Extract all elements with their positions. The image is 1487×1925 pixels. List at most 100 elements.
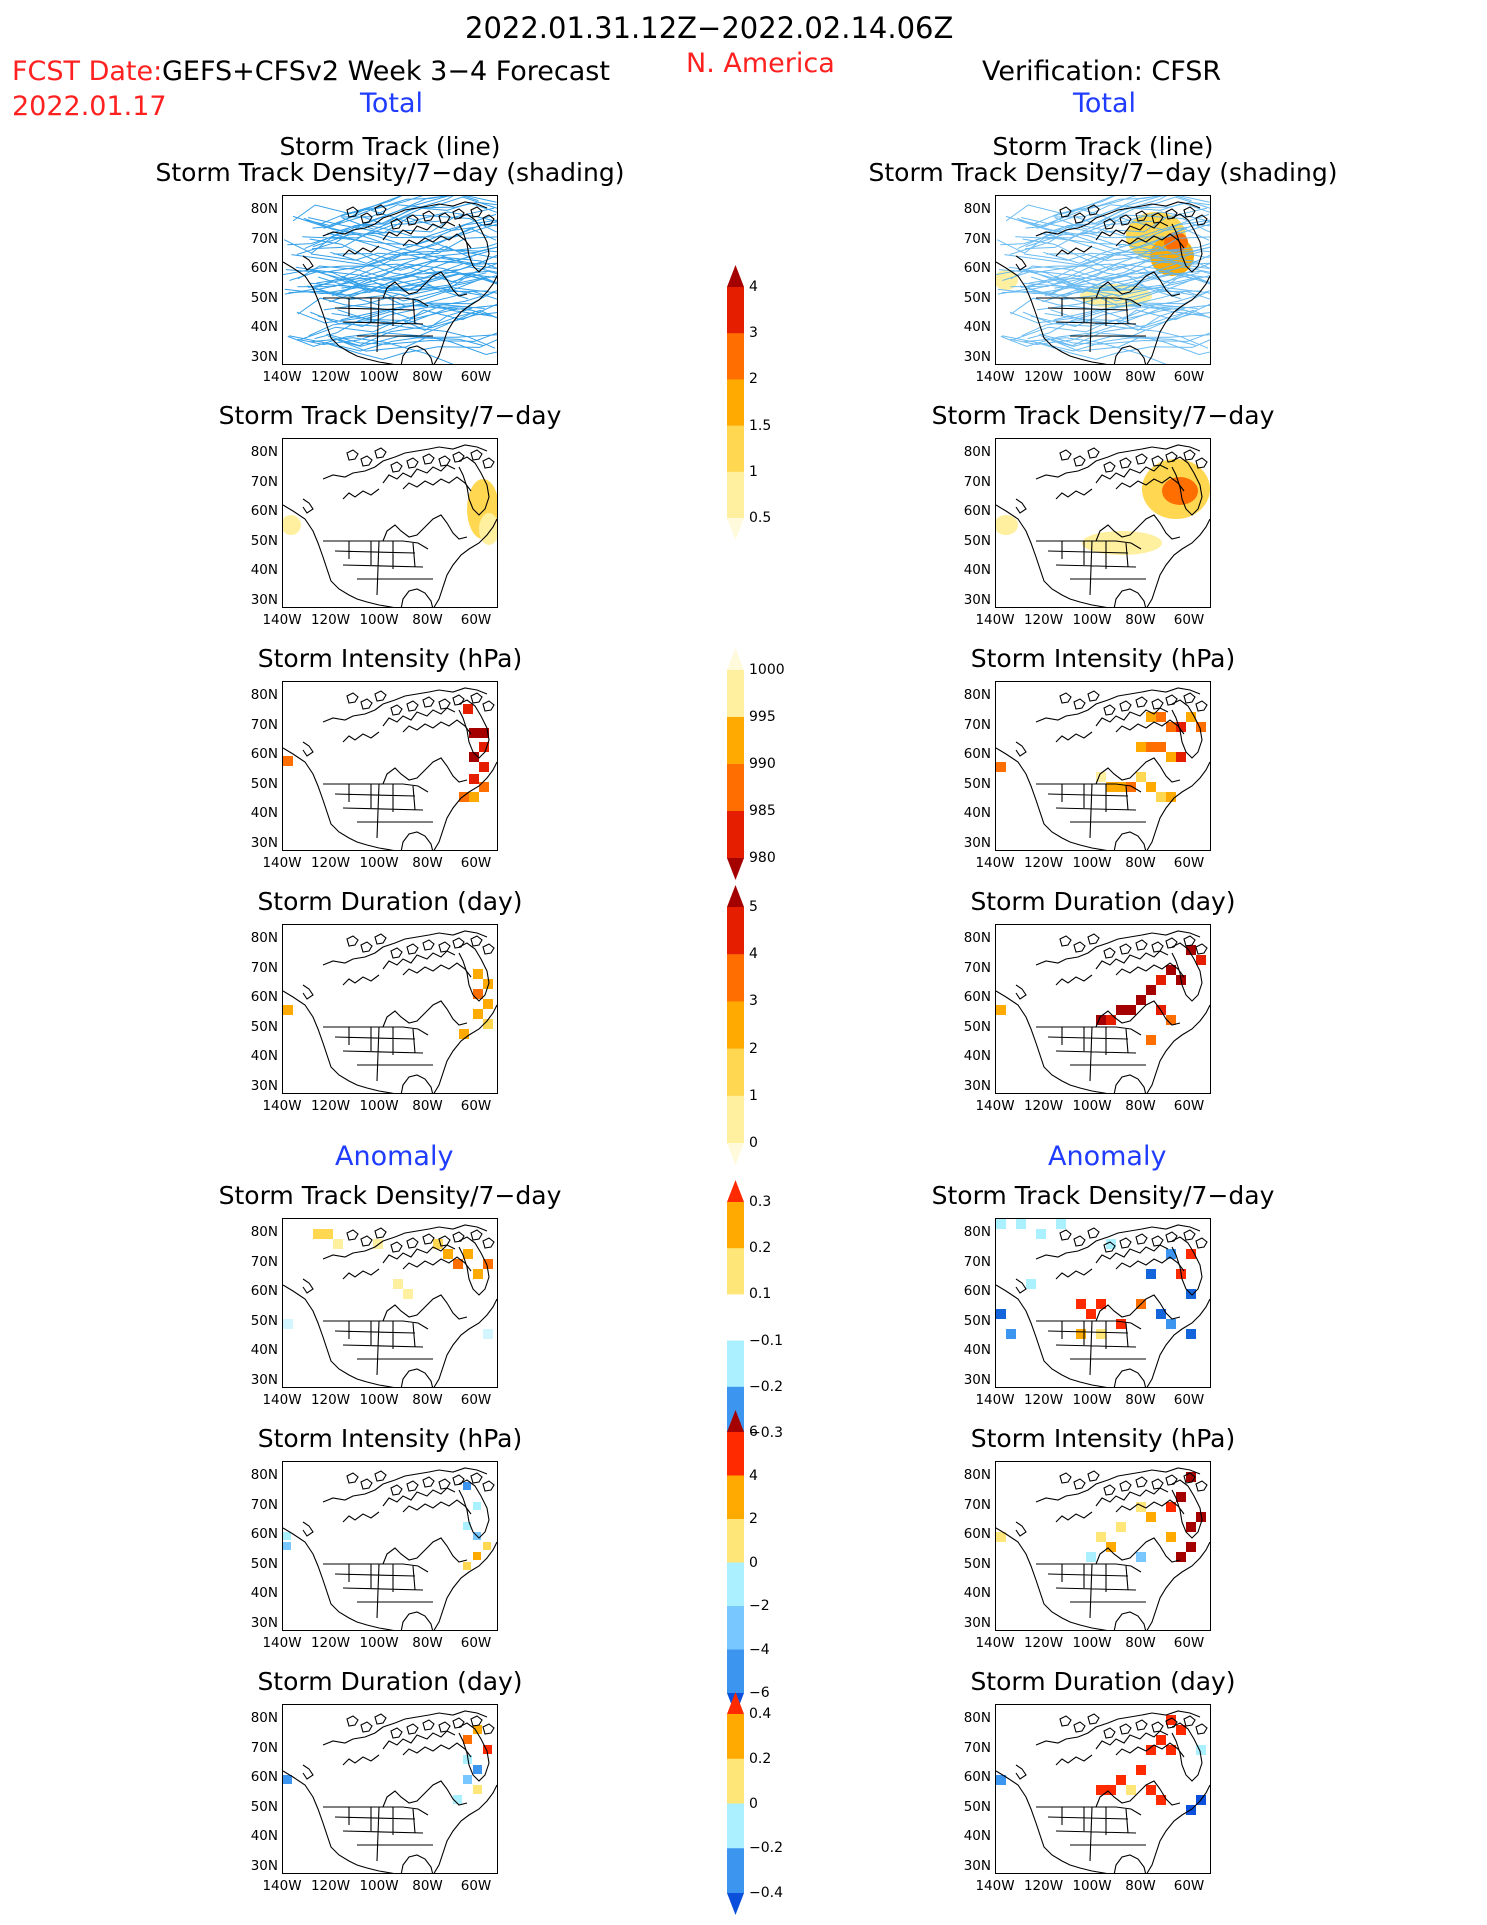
lat-tick-label: 70N xyxy=(963,1496,991,1513)
lon-tick-label: 60W xyxy=(460,612,492,628)
lat-tick-label: 80N xyxy=(250,930,278,946)
lat-tick-label: 80N xyxy=(963,444,991,460)
lon-tick-label: 140W xyxy=(262,612,302,628)
lat-tick-label: 70N xyxy=(963,230,991,247)
lat-tick-label: 50N xyxy=(963,289,991,306)
colorbar-tick-label: −0.1 xyxy=(749,1332,783,1349)
lon-tick-label: 140W xyxy=(262,1635,302,1651)
lat-tick-label: 40N xyxy=(963,805,991,821)
colorbar-tick-label: 0.5 xyxy=(749,510,772,526)
colorbar-tick-label: 0.3 xyxy=(749,1194,772,1210)
panel-title: Storm Duration (day) xyxy=(970,1667,1236,1696)
lon-tick-label: 60W xyxy=(1173,369,1205,385)
colorbar-tick-label: 0 xyxy=(749,1554,758,1571)
lon-tick-label: 140W xyxy=(262,369,302,385)
lat-tick-label: 80N xyxy=(963,687,991,703)
lon-tick-label: 60W xyxy=(460,1635,492,1651)
panel-title: Storm Track Density/7−day xyxy=(931,401,1275,430)
lon-tick-label: 140W xyxy=(975,855,1015,871)
colorbar-tick-label: 0 xyxy=(749,1135,758,1151)
lat-tick-label: 50N xyxy=(963,1312,991,1329)
lat-tick-label: 80N xyxy=(963,1224,991,1240)
colorbar-tick-label: 2 xyxy=(749,1511,758,1527)
lon-tick-label: 140W xyxy=(975,612,1015,628)
lat-tick-label: 40N xyxy=(963,1828,991,1844)
colorbar-tick-label: −0.3 xyxy=(749,1425,783,1441)
lon-tick-label: 100W xyxy=(359,369,399,385)
verification-label: Verification: CFSR xyxy=(982,56,1222,87)
colorbar-tick-label: 0.4 xyxy=(749,1706,772,1722)
lat-tick-label: 70N xyxy=(250,959,278,976)
panel-title: Storm Track Density/7−day xyxy=(218,401,562,430)
lon-tick-label: 120W xyxy=(310,612,351,628)
map-canvas xyxy=(996,1467,1210,1630)
map-canvas xyxy=(283,1467,497,1630)
lon-tick-label: 60W xyxy=(460,1098,492,1114)
map-frame xyxy=(995,1218,1211,1388)
lat-tick-label: 30N xyxy=(250,834,278,851)
lon-tick-label: 120W xyxy=(1023,369,1064,385)
panel-title: Storm Duration (day) xyxy=(257,887,523,916)
map-canvas xyxy=(283,930,497,1093)
lat-tick-label: 40N xyxy=(963,319,991,335)
lon-tick-label: 100W xyxy=(1072,1392,1112,1408)
lat-tick-label: 30N xyxy=(250,348,278,365)
lon-tick-label: 120W xyxy=(310,1098,351,1114)
section-total-left: Total xyxy=(360,88,424,119)
lat-tick-label: 50N xyxy=(250,1018,278,1035)
lon-tick-label: 80W xyxy=(412,369,443,385)
lat-tick-label: 70N xyxy=(250,716,278,733)
lon-tick-label: 80W xyxy=(1125,1392,1156,1408)
map-canvas xyxy=(996,444,1210,607)
lat-tick-label: 70N xyxy=(963,716,991,733)
colorbar-tick-label: 3 xyxy=(749,993,758,1010)
lat-tick-label: 40N xyxy=(250,805,278,821)
lon-tick-label: 60W xyxy=(460,369,492,385)
map-canvas xyxy=(996,196,1210,364)
lat-tick-label: 50N xyxy=(250,1555,278,1572)
lat-tick-label: 30N xyxy=(963,1614,991,1631)
section-anomaly-right: Anomaly xyxy=(1048,1141,1167,1172)
lat-tick-label: 30N xyxy=(963,1857,991,1874)
colorbar-tick-label: 0 xyxy=(749,1795,758,1812)
lon-tick-label: 100W xyxy=(1072,369,1112,385)
lat-tick-label: 40N xyxy=(963,562,991,578)
lon-tick-label: 60W xyxy=(1173,1878,1205,1894)
colorbar-tick-label: 1 xyxy=(749,463,758,480)
map-canvas xyxy=(283,687,497,850)
lon-tick-label: 60W xyxy=(460,1878,492,1894)
lat-tick-label: 50N xyxy=(250,1798,278,1815)
colorbar-tick-label: 6 xyxy=(749,1424,758,1440)
lat-tick-label: 30N xyxy=(963,348,991,365)
lat-tick-label: 50N xyxy=(963,775,991,792)
lat-tick-label: 40N xyxy=(250,1342,278,1358)
panel-title: Storm Track (line) xyxy=(992,132,1214,161)
map-frame xyxy=(995,1704,1211,1874)
colorbar-tick-label: 2 xyxy=(749,1040,758,1057)
lat-tick-label: 30N xyxy=(963,1077,991,1094)
lat-tick-label: 80N xyxy=(963,201,991,217)
lat-tick-label: 60N xyxy=(963,1526,991,1542)
lat-tick-label: 50N xyxy=(250,775,278,792)
colorbar-tick-label: −0.2 xyxy=(749,1378,783,1395)
lat-tick-label: 60N xyxy=(250,260,278,276)
lon-tick-label: 60W xyxy=(460,855,492,871)
map-canvas xyxy=(996,1710,1210,1873)
lat-tick-label: 80N xyxy=(250,444,278,460)
lat-tick-label: 50N xyxy=(250,289,278,306)
map-canvas xyxy=(283,1224,497,1387)
panel-subtitle: Storm Track Density/7−day (shading) xyxy=(868,158,1338,187)
lon-tick-label: 80W xyxy=(1125,1098,1156,1114)
lon-tick-label: 80W xyxy=(1125,855,1156,871)
map-canvas xyxy=(283,1710,497,1873)
lon-tick-label: 140W xyxy=(975,1635,1015,1651)
colorbar-tick-label: 0.2 xyxy=(749,1750,772,1767)
panel-title: Storm Intensity (hPa) xyxy=(257,644,523,673)
lat-tick-label: 70N xyxy=(250,473,278,490)
colorbar-tick-label: 990 xyxy=(749,756,776,772)
lon-tick-label: 60W xyxy=(1173,855,1205,871)
lon-tick-label: 80W xyxy=(412,1878,443,1894)
panel-title: Storm Track Density/7−day xyxy=(218,1181,562,1210)
colorbar-tick-label: 0.2 xyxy=(749,1240,772,1257)
lat-tick-label: 80N xyxy=(250,1710,278,1726)
